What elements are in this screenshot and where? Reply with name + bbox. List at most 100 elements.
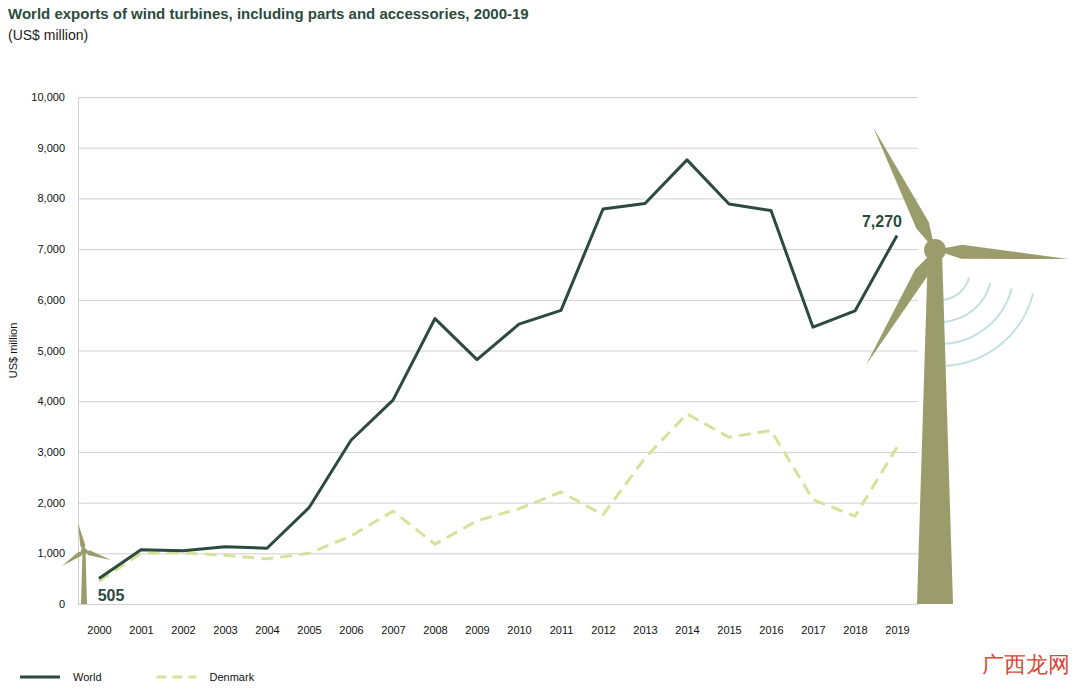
x-tick: 2006 bbox=[339, 604, 363, 636]
y-axis: 0 1,000 2,000 3,000 4,000 5,000 6,000 7,000 8,00… bbox=[31, 91, 918, 610]
legend: World Denmark bbox=[20, 671, 255, 683]
wind-arc bbox=[943, 283, 990, 322]
turbine-tower bbox=[81, 551, 87, 604]
x-tick-label: 2017 bbox=[801, 624, 825, 636]
turbine-blade bbox=[873, 127, 935, 250]
turbine-blade bbox=[935, 245, 1068, 259]
x-tick-label: 2010 bbox=[507, 624, 531, 636]
turbine-tower bbox=[917, 250, 953, 604]
y-tick-label: 10,000 bbox=[31, 91, 65, 103]
y-tick-label: 1,000 bbox=[37, 547, 65, 559]
x-tick-label: 2001 bbox=[129, 624, 153, 636]
y-tick-label: 9,000 bbox=[37, 142, 65, 154]
x-tick-label: 2002 bbox=[171, 624, 195, 636]
subtitle: (US$ million) bbox=[8, 27, 88, 43]
x-tick-label: 2011 bbox=[550, 624, 574, 636]
x-tick: 2018 bbox=[843, 604, 867, 636]
x-tick-label: 2013 bbox=[633, 624, 657, 636]
x-tick-label: 2006 bbox=[339, 624, 363, 636]
turbine-blade bbox=[866, 250, 935, 365]
x-tick: 2007 bbox=[381, 604, 405, 636]
x-tick: 2014 bbox=[675, 604, 699, 636]
x-tick-label: 2009 bbox=[465, 624, 489, 636]
x-tick: 2010 bbox=[507, 604, 531, 636]
grid-line bbox=[78, 452, 918, 453]
x-tick: 2002 bbox=[171, 604, 195, 636]
x-tick: 2011 bbox=[550, 604, 574, 636]
y-tick: 4,000 bbox=[37, 395, 918, 407]
title: World exports of wind turbines, includin… bbox=[8, 5, 529, 22]
y-tick-label: 4,000 bbox=[37, 395, 65, 407]
grid-line bbox=[78, 503, 918, 504]
x-tick: 2016 bbox=[759, 604, 783, 636]
x-tick-label: 2000 bbox=[87, 624, 111, 636]
x-tick: 2003 bbox=[213, 604, 237, 636]
x-tick-label: 2012 bbox=[591, 624, 615, 636]
grid-line bbox=[78, 97, 918, 98]
y-tick-label: 0 bbox=[59, 598, 65, 610]
x-tick: 2019 bbox=[885, 604, 909, 636]
grid-line bbox=[78, 198, 918, 199]
plot-area bbox=[99, 160, 897, 581]
x-tick: 2001 bbox=[129, 604, 153, 636]
x-tick: 2015 bbox=[717, 604, 741, 636]
y-tick-label: 2,000 bbox=[37, 497, 65, 509]
annotation: 7,270 bbox=[862, 213, 902, 230]
legend-label: World bbox=[73, 671, 102, 683]
y-tick: 10,000 bbox=[31, 91, 918, 103]
legend-label: Denmark bbox=[210, 671, 255, 683]
y-tick-label: 7,000 bbox=[37, 243, 65, 255]
turbine-hub bbox=[81, 548, 87, 554]
decoration bbox=[62, 127, 1068, 604]
x-tick-label: 2016 bbox=[759, 624, 783, 636]
x-tick-label: 2015 bbox=[717, 624, 741, 636]
watermark: 广西龙网 bbox=[982, 652, 1070, 677]
wind-arc bbox=[942, 277, 969, 299]
y-tick: 8,000 bbox=[37, 192, 918, 204]
series-line bbox=[99, 160, 897, 579]
x-axis-line bbox=[79, 604, 919, 605]
x-tick-label: 2008 bbox=[423, 624, 447, 636]
y-tick: 2,000 bbox=[37, 497, 918, 509]
y-tick: 0 bbox=[59, 598, 918, 610]
x-tick-label: 2005 bbox=[297, 624, 321, 636]
x-tick: 2005 bbox=[297, 604, 321, 636]
y-tick: 5,000 bbox=[37, 345, 918, 357]
turbine-blade bbox=[84, 550, 111, 560]
legend-swatch bbox=[157, 676, 197, 679]
x-tick-label: 2019 bbox=[885, 624, 909, 636]
x-tick: 2000 bbox=[87, 604, 111, 636]
chart: World exports of wind turbines, includin… bbox=[0, 0, 1080, 693]
y-tick-label: 6,000 bbox=[37, 294, 65, 306]
x-tick: 2013 bbox=[633, 604, 657, 636]
turbine-blade bbox=[78, 523, 85, 551]
turbine-blade bbox=[62, 551, 84, 566]
y-tick-label: 3,000 bbox=[37, 446, 65, 458]
x-tick: 2017 bbox=[801, 604, 825, 636]
x-tick: 2008 bbox=[423, 604, 447, 636]
annotation: 505 bbox=[98, 587, 125, 604]
y-axis-title: US$ million bbox=[7, 323, 19, 379]
legend-swatch bbox=[20, 676, 60, 679]
grid-line bbox=[78, 401, 918, 402]
grid-line bbox=[78, 249, 918, 250]
series-line bbox=[99, 414, 897, 581]
x-tick-label: 2007 bbox=[381, 624, 405, 636]
x-axis: 2000 2001 2002 2003 2004 2005 2006 2007 2008 2009… bbox=[79, 604, 919, 636]
wind-arc bbox=[945, 288, 1012, 343]
y-tick-label: 5,000 bbox=[37, 345, 65, 357]
grid-line bbox=[78, 553, 918, 554]
x-tick-label: 2004 bbox=[255, 624, 279, 636]
y-tick: 9,000 bbox=[37, 142, 918, 154]
grid-line bbox=[78, 148, 918, 149]
wind-arc bbox=[946, 294, 1033, 366]
turbine-hub bbox=[924, 239, 946, 261]
x-tick-label: 2014 bbox=[675, 624, 699, 636]
x-tick: 2004 bbox=[255, 604, 279, 636]
grid-line bbox=[78, 604, 918, 605]
x-tick: 2012 bbox=[591, 604, 615, 636]
x-tick-label: 2018 bbox=[843, 624, 867, 636]
y-tick: 6,000 bbox=[37, 294, 918, 306]
y-tick-label: 8,000 bbox=[37, 192, 65, 204]
grid-line bbox=[78, 351, 918, 352]
